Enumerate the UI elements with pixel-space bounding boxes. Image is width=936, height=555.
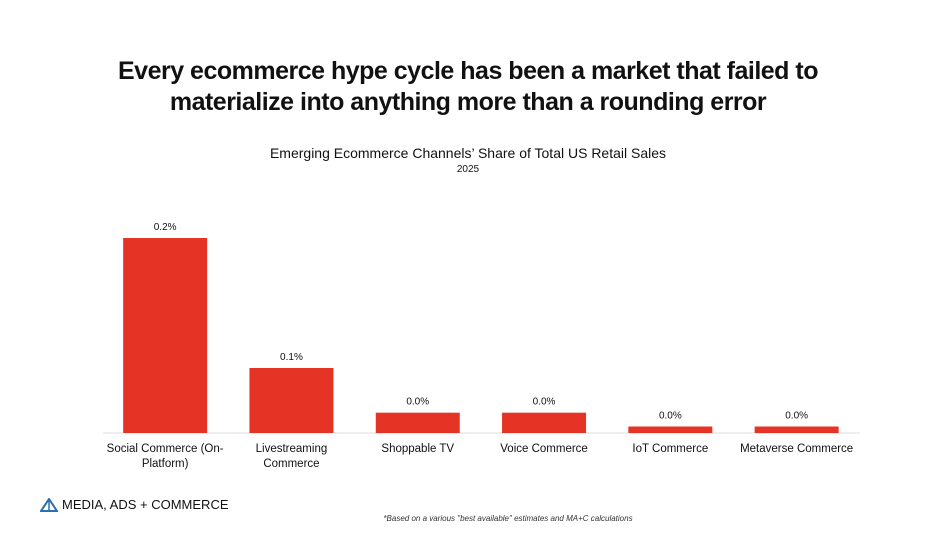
value-label: 0.0% [533,397,556,408]
x-tick-label: Metaverse Commerce [740,443,854,455]
x-tick-label: Livestreaming Commerce [255,443,328,470]
bar [249,368,334,433]
bar [754,426,839,433]
value-label: 0.0% [406,397,429,408]
logo: MEDIA, ADS + COMMERCE [40,497,229,512]
bar [123,238,208,433]
value-label: 0.2% [154,222,177,233]
bar [375,412,460,433]
chart-subtitle: 2025 [456,164,480,175]
logo-text: MEDIA, ADS + COMMERCE [62,497,229,512]
bar [628,426,713,433]
x-tick-label: Shoppable TV [381,443,455,455]
value-label: 0.0% [785,411,808,422]
bar [502,412,587,433]
footnote: *Based on a various "best available" est… [383,514,633,523]
chart-title: Emerging Ecommerce Channels’ Share of To… [269,145,667,161]
x-tick-label: IoT Commerce [632,443,709,455]
x-tick-label: Social Commerce (On-Platform) [106,443,224,470]
logo-icon [40,497,58,512]
value-label: 0.1% [280,352,303,363]
value-label: 0.0% [659,411,682,422]
title: Every ecommerce hype cycle has been a ma… [117,57,819,116]
x-tick-label: Voice Commerce [500,443,588,455]
